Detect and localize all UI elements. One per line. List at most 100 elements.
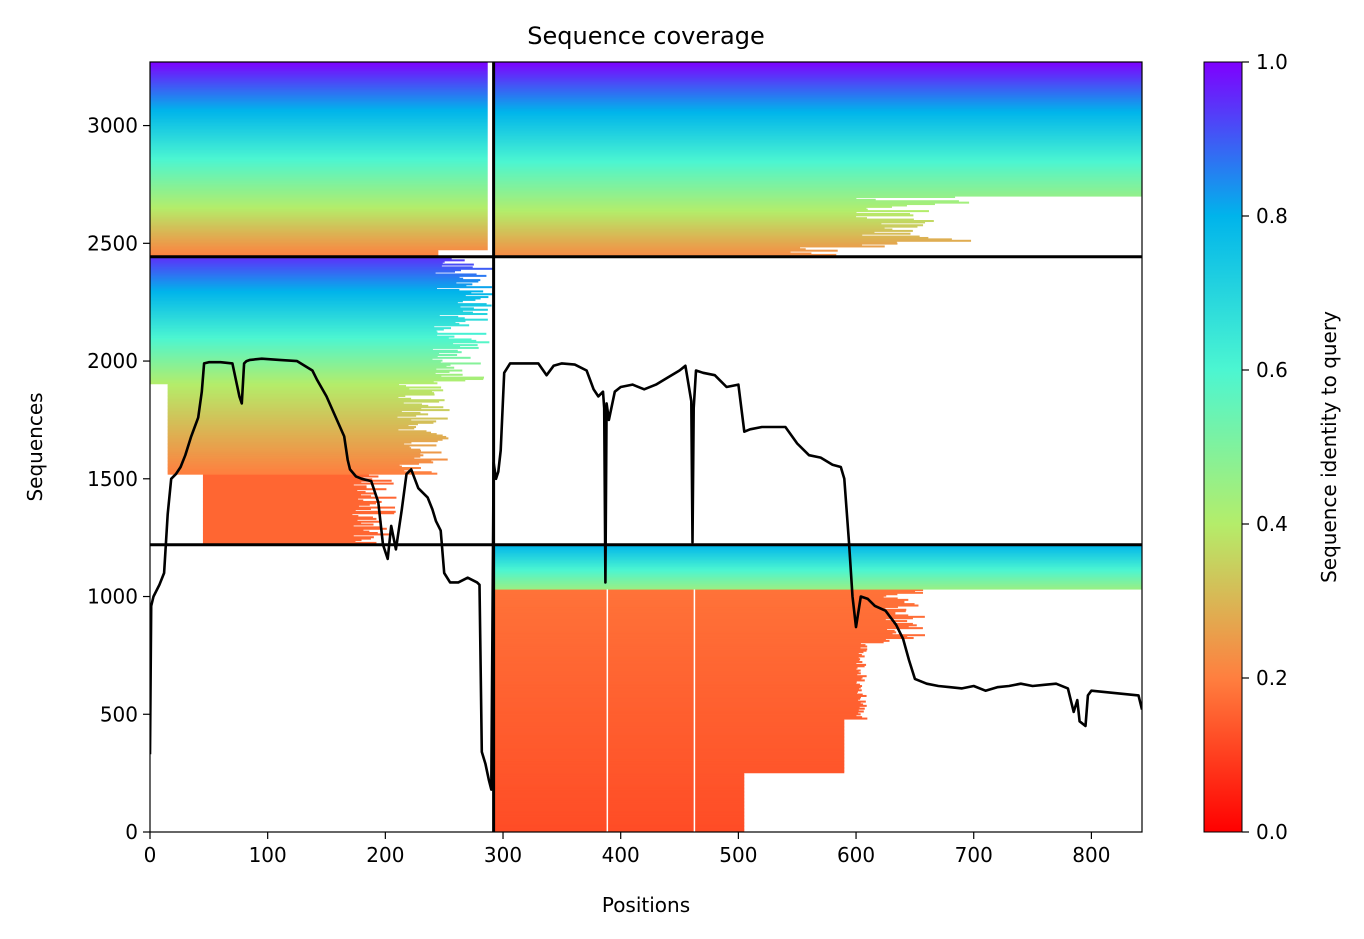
heatmap-row — [150, 108, 494, 111]
heatmap-row — [493, 690, 858, 693]
heatmap-row — [493, 786, 745, 789]
heatmap-row — [202, 509, 356, 512]
heatmap-row — [493, 119, 1142, 122]
colorbar-tick-label: 0.6 — [1256, 358, 1288, 382]
heatmap-row — [493, 827, 745, 830]
heatmap-row — [150, 136, 494, 139]
heatmap-row — [493, 550, 1142, 553]
heatmap-row — [150, 145, 494, 148]
heatmap-row — [150, 272, 436, 275]
heatmap-row — [150, 164, 494, 167]
heatmap-row — [493, 235, 920, 238]
heatmap-row — [493, 249, 838, 252]
heatmap-row — [150, 380, 434, 383]
heatmap-row — [493, 186, 1142, 189]
heatmap-row — [493, 723, 845, 726]
heatmap-row — [493, 817, 745, 820]
heatmap-row — [493, 153, 1142, 156]
heatmap-row — [493, 188, 1142, 191]
heatmap-row — [493, 203, 935, 206]
heatmap-row — [493, 160, 1142, 163]
heatmap-row — [150, 95, 494, 98]
heatmap-row — [150, 163, 494, 166]
heatmap-row — [493, 71, 1142, 74]
heatmap — [150, 62, 1142, 832]
heatmap-row — [493, 737, 845, 740]
heatmap-row — [493, 634, 925, 637]
heatmap-row — [167, 454, 424, 457]
heatmap-row — [150, 181, 494, 184]
heatmap-row — [150, 211, 494, 214]
heatmap-row — [493, 791, 745, 794]
heatmap-row — [493, 548, 1142, 551]
heatmap-row — [202, 492, 376, 495]
heatmap-row — [493, 646, 861, 649]
heatmap-row — [150, 66, 494, 69]
heatmap-row — [493, 707, 865, 710]
colorbar-tick-label: 0.2 — [1256, 666, 1288, 690]
heatmap-row — [150, 90, 494, 93]
heatmap-row — [150, 259, 465, 262]
heatmap-row — [202, 537, 371, 540]
heatmap-row — [150, 142, 494, 145]
heatmap-row — [167, 389, 444, 392]
heatmap-row — [493, 570, 1142, 573]
heatmap-row — [493, 590, 916, 593]
heatmap-row — [493, 758, 845, 761]
colorbar-tick-label: 0.0 — [1256, 820, 1288, 844]
heatmap-row — [150, 171, 494, 174]
heatmap-row — [202, 534, 354, 537]
heatmap-row — [202, 478, 373, 481]
heatmap-row — [150, 129, 494, 132]
heatmap-row — [150, 293, 493, 296]
heatmap-row — [150, 244, 494, 247]
heatmap-row — [493, 676, 863, 679]
heatmap-row — [493, 580, 1142, 583]
heatmap-row — [202, 476, 362, 479]
heatmap-row — [493, 586, 1142, 589]
heatmap-row — [493, 733, 845, 736]
heatmap-row — [493, 149, 1142, 152]
heatmap-row — [150, 68, 494, 71]
heatmap-row — [493, 826, 745, 829]
heatmap-row — [493, 163, 1142, 166]
heatmap-row — [493, 810, 745, 813]
heatmap-row — [150, 224, 494, 227]
heatmap-row — [150, 297, 481, 300]
heatmap-row — [493, 210, 929, 213]
heatmap-row — [150, 94, 494, 97]
heatmap-row — [150, 169, 494, 172]
heatmap-row — [150, 212, 494, 215]
heatmap-row — [167, 424, 409, 427]
heatmap-row — [167, 464, 400, 467]
heatmap-row — [150, 183, 494, 186]
heatmap-row — [202, 498, 359, 501]
heatmap-row — [150, 105, 494, 108]
heatmap-row — [493, 170, 1142, 173]
heatmap-row — [493, 637, 914, 640]
heatmap-row — [493, 87, 1142, 90]
heatmap-row — [493, 66, 1142, 69]
heatmap-row — [493, 754, 845, 757]
heatmap-row — [167, 455, 421, 458]
heatmap-row — [150, 170, 494, 173]
heatmap-row — [493, 757, 845, 760]
heatmap-row — [493, 179, 1142, 182]
heatmap-row — [493, 728, 845, 731]
heatmap-row — [493, 779, 745, 782]
heatmap-row — [202, 526, 381, 529]
heatmap-row — [493, 820, 745, 823]
heatmap-row — [493, 191, 1142, 194]
heatmap-row — [493, 136, 1142, 139]
x-tick-label: 500 — [719, 843, 757, 867]
heatmap-row — [150, 242, 494, 245]
heatmap-gap — [487, 62, 494, 257]
heatmap-row — [150, 152, 494, 155]
heatmap-row — [202, 493, 361, 496]
heatmap-row — [493, 73, 1142, 76]
heatmap-row — [167, 444, 437, 447]
heatmap-row — [493, 143, 1142, 146]
heatmap-row — [150, 128, 494, 131]
heatmap-row — [493, 796, 745, 799]
heatmap-row — [493, 177, 1142, 180]
